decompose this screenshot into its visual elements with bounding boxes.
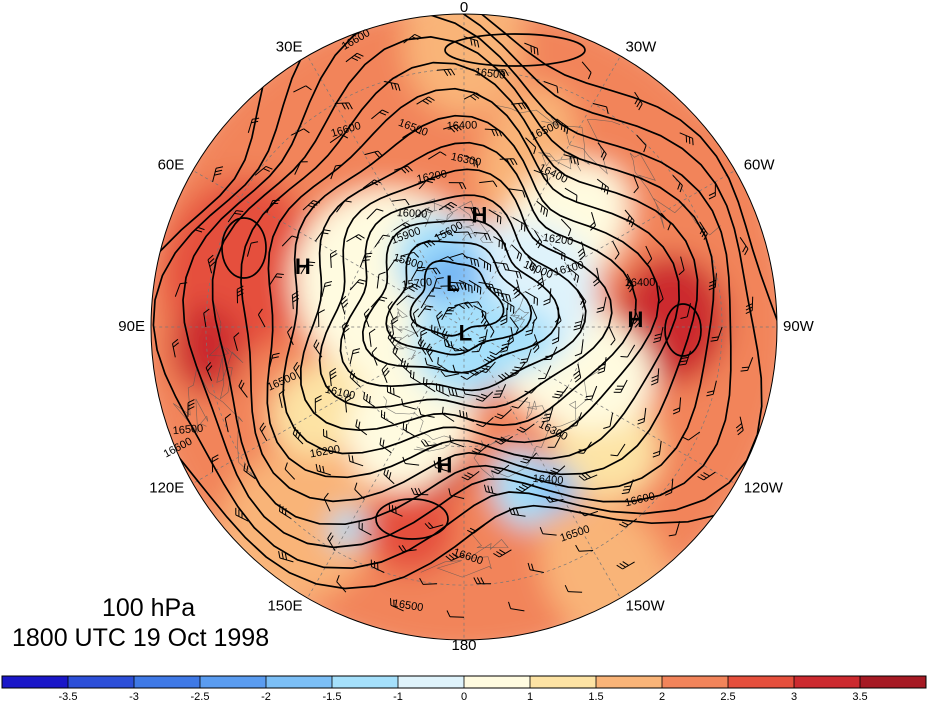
contour-label: 16500	[392, 598, 424, 615]
color-scale-swatch	[200, 676, 267, 688]
longitude-label: 60W	[744, 156, 776, 173]
contour-label: 16500	[474, 66, 506, 82]
wind-barbs	[172, 33, 754, 618]
high-pressure-marker: H	[295, 254, 311, 279]
longitude-label: 30W	[626, 38, 658, 55]
color-scale-tick-label: -2.5	[191, 691, 210, 702]
valid-time-label: 1800 UTC 19 Oct 1998	[12, 624, 270, 652]
longitude-labels: 0 30W 60W 90W 120W 150W 180 150E 120E 90E 60E 30E	[118, 0, 814, 654]
contour-label: 16200	[416, 168, 448, 186]
color-scale-swatch	[728, 676, 795, 688]
color-scale-swatch	[530, 676, 597, 688]
high-pressure-marker: H	[472, 202, 488, 227]
color-scale-tick-label: 3.5	[852, 691, 867, 702]
color-scale-swatch	[68, 676, 135, 688]
color-scale-tick-label: 3	[791, 691, 797, 702]
color-scale-swatch	[398, 676, 465, 688]
color-scale-swatch	[134, 676, 201, 688]
longitude-label: 150W	[626, 598, 666, 615]
color-scale-tick-label: -1.5	[323, 691, 342, 702]
longitude-label: 150E	[267, 598, 302, 615]
color-scale-swatch	[464, 676, 531, 688]
contour-label: 16200	[542, 232, 574, 248]
color-scale-swatch	[596, 676, 663, 688]
color-scale-swatch	[662, 676, 729, 688]
map-border	[150, 13, 778, 641]
color-scale-tick-label: 1	[527, 691, 533, 702]
color-scale-tick-label: 1.5	[588, 691, 603, 702]
color-scale-swatch	[860, 676, 927, 688]
low-pressure-marker: L	[459, 321, 472, 346]
pressure-center-markers: H LL H H H	[295, 202, 644, 477]
color-scale-bar: -3.5 -3 -2.5 -2 -1.5 -1 0 1 1.5 2 2.5 3 3.5	[1, 675, 927, 702]
longitude-label: 120E	[149, 479, 184, 496]
pressure-level-label: 100 hPa	[102, 594, 196, 622]
color-scale-swatch	[266, 676, 333, 688]
color-scale-tick-label: 2.5	[720, 691, 735, 702]
longitude-label: 60E	[158, 156, 185, 173]
longitude-label: 90E	[118, 318, 145, 335]
color-scale-tick-label: 2	[659, 691, 665, 702]
contour-label: 16400	[532, 473, 563, 487]
contour-label: 16500	[172, 423, 204, 438]
longitude-label: 0	[460, 0, 468, 16]
color-scale-tick-label: -3.5	[59, 691, 78, 702]
longitude-label: 30E	[276, 38, 303, 55]
contour-label: 16400	[446, 119, 477, 132]
contour-label: 15700	[401, 276, 433, 291]
contour-label: 16000	[396, 207, 427, 221]
color-scale-swatch	[332, 676, 399, 688]
color-scale-tick-label: 0	[461, 691, 467, 702]
contour-label: 16200	[309, 443, 341, 460]
high-pressure-marker: H	[628, 307, 644, 332]
color-scale-tick-label: -2	[261, 691, 271, 702]
high-pressure-marker: H	[436, 452, 452, 477]
color-scale-tick-label: -1	[393, 691, 403, 702]
coastlines	[172, 104, 721, 578]
longitude-label: 90W	[783, 318, 815, 335]
color-scale-swatch	[2, 676, 69, 688]
longitude-label: 120W	[744, 479, 784, 496]
color-scale-swatch	[794, 676, 861, 688]
low-pressure-marker: L	[446, 271, 459, 296]
color-scale-tick-label: -3	[129, 691, 139, 702]
contour-label: 16400	[625, 277, 656, 290]
longitude-label: 180	[451, 637, 476, 654]
